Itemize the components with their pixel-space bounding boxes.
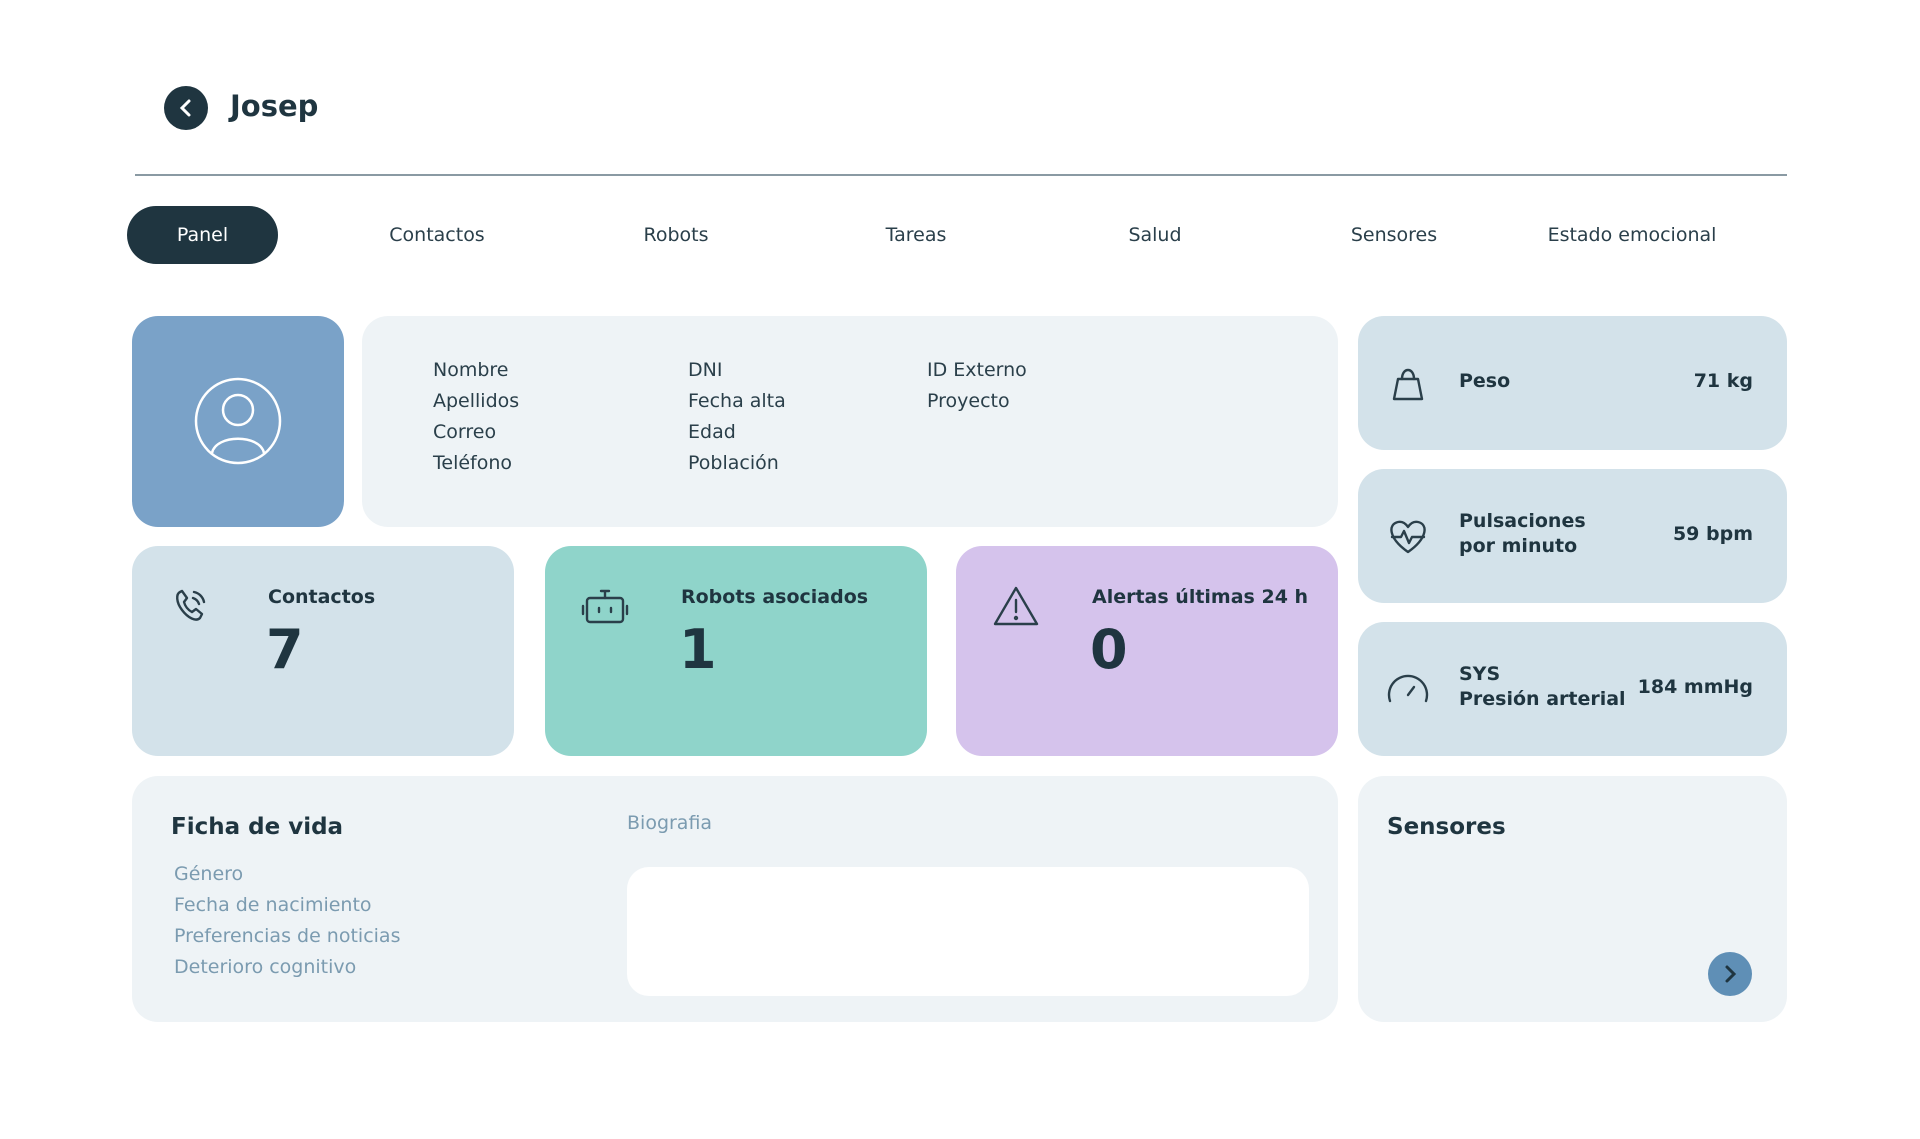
vital-card: Peso 71 kg (1358, 316, 1787, 450)
field-label: Población (688, 452, 779, 474)
back-icon (179, 99, 191, 117)
back-button[interactable] (164, 86, 208, 130)
biography-input[interactable] (627, 867, 1309, 996)
field-label: Edad (688, 421, 736, 443)
tab[interactable]: Salud (1128, 224, 1182, 246)
field-label: Fecha alta (688, 390, 786, 412)
vital-value: 184 mmHg (1637, 676, 1753, 698)
stat-card: Contactos 7 (132, 546, 514, 756)
stat-icon (581, 589, 629, 624)
stat-label: Alertas últimas 24 h (1092, 586, 1309, 608)
vital-icon (1390, 520, 1426, 554)
stat-card: Robots asociados 1 (545, 546, 927, 756)
tab[interactable]: Panel (127, 206, 278, 264)
vital-label: SYS (1459, 663, 1501, 685)
divider (135, 174, 1787, 176)
field-label: Teléfono (433, 452, 513, 474)
avatar-card (132, 316, 344, 527)
tab[interactable]: Sensores (1350, 224, 1438, 246)
avatar-icon (194, 377, 282, 465)
life-title: Ficha de vida (171, 814, 344, 840)
vital-value: 71 kg (1693, 370, 1753, 392)
sensors-next-button[interactable] (1708, 952, 1752, 996)
stat-icon (993, 586, 1039, 626)
info-card (362, 316, 1338, 527)
sensors-card: Sensores (1358, 776, 1787, 1022)
stat-label: Robots asociados (681, 586, 869, 608)
sensors-title: Sensores (1387, 814, 1506, 840)
field-label: DNI (688, 359, 723, 381)
biography-label: Biografia (627, 812, 713, 834)
vital-label: Presión arterial (1459, 688, 1626, 710)
stat-icon (176, 589, 206, 621)
field-label: Correo (433, 421, 497, 443)
next-icon (1725, 965, 1737, 983)
field-label: Nombre (433, 359, 509, 381)
tab[interactable]: Contactos (389, 224, 485, 246)
life-card: Ficha de vida Biografia Género Fecha de n… (132, 776, 1338, 1022)
vital-card: SYS Presión arterial 184 mmHg (1358, 622, 1787, 756)
field-label: Apellidos (433, 390, 520, 412)
vital-label: por minuto (1459, 535, 1578, 557)
stat-value: 7 (266, 618, 304, 681)
life-item: Deterioro cognitivo (174, 956, 357, 978)
tab[interactable]: Estado emocional (1547, 224, 1717, 246)
vital-label: Pulsaciones (1459, 510, 1586, 532)
tab[interactable]: Tareas (885, 224, 947, 246)
vital-label: Peso (1459, 369, 1511, 392)
vital-icon (1387, 674, 1429, 703)
life-item: Fecha de nacimiento (174, 894, 372, 916)
vital-value: 59 bpm (1672, 523, 1753, 545)
stat-value: 1 (679, 618, 717, 681)
life-item: Preferencias de noticias (174, 925, 401, 947)
stat-card: Alertas últimas 24 h 0 (956, 546, 1338, 756)
stat-value: 0 (1090, 618, 1128, 681)
field-label: ID Externo (927, 359, 1027, 381)
stat-label: Contactos (268, 586, 376, 608)
vital-card: Pulsaciones por minuto 59 bpm (1358, 469, 1787, 603)
header-title: Josep (230, 89, 319, 123)
vital-icon (1392, 368, 1424, 401)
tab[interactable]: Robots (643, 224, 709, 246)
field-label: Proyecto (927, 390, 1010, 412)
life-item: Género (174, 863, 244, 885)
